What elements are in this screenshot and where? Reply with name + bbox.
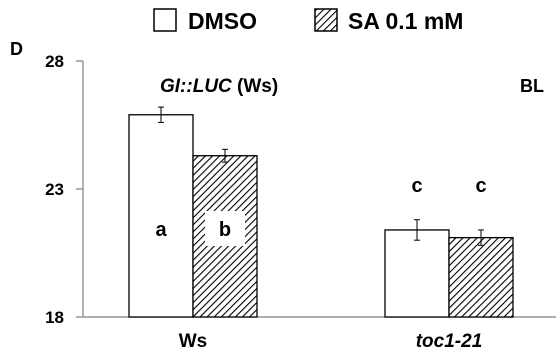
y-tick-label: 28 [45,52,64,71]
significance-letter: c [411,175,422,197]
bar-dmso-0 [128,114,194,318]
x-tick-labels: Ws toc1-21 [179,331,483,352]
legend-label-sa: SA 0.1 mM [348,8,463,34]
letter-backdrop [205,211,245,246]
error-bars [158,106,484,246]
annotation-construct-italic: GI::LUC [160,76,232,97]
y-tick-label: 23 [45,180,64,199]
significance-letter: b [219,219,231,241]
x-tick-label: toc1-21 [416,331,483,352]
y-ticks: 18 23 28 [45,52,83,327]
panel-label: D [10,39,23,59]
annotation-bl: BL [520,76,544,96]
significance-letters: a b c c [155,175,487,246]
bar-sa-1 [448,236,514,318]
legend-swatch-dmso [153,8,177,32]
legend-label-dmso: DMSO [188,8,257,34]
x-tick-label: Ws [179,331,208,352]
annotation-construct-plain: (Ws) [232,76,278,97]
annotation-construct: GI::LUC (Ws) [160,76,278,97]
legend-swatch-sa [314,8,338,32]
bars [128,114,514,318]
bar-dmso-1 [384,229,450,318]
significance-letter: c [475,175,486,197]
legend: DMSO SA 0.1 mM [153,8,463,34]
significance-letter: a [155,219,167,241]
y-tick-label: 18 [45,308,64,327]
